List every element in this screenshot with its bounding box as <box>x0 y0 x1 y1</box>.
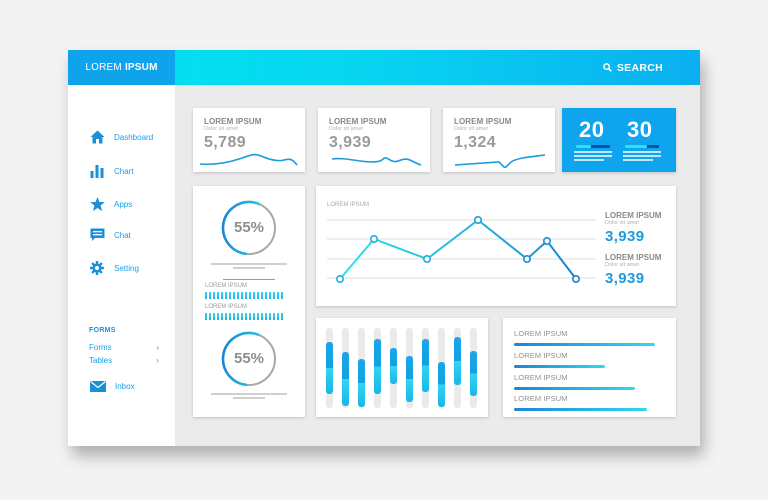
kpi-card-2[interactable]: LOREM IPSUM Dolor sit amet 3,939 <box>318 108 430 172</box>
horizontal-bars-panel: LOREM IPSUM LOREM IPSUM LOREM IPSUM LORE… <box>503 318 676 417</box>
sidebar-item-label: Setting <box>114 263 139 273</box>
ring-caption-top <box>211 263 287 271</box>
brand-bold: IPSUM <box>124 62 158 73</box>
progress-ring-panel: 55% LOREM IPSUM LOREM IPSUM 55% <box>193 186 305 417</box>
star-icon <box>89 196 105 212</box>
chevron-right-icon: › <box>156 356 159 365</box>
summary-blue-card[interactable]: 20 30 <box>562 108 676 172</box>
kpi-value: 5,789 <box>204 134 247 151</box>
sparkline <box>454 154 546 168</box>
top-bar: LOREM IPSUM SEARCH <box>68 50 700 85</box>
hbar-label-4: LOREM IPSUM <box>514 394 568 403</box>
left-progress-bar <box>576 145 610 148</box>
sidebar-item-inbox[interactable]: Inbox <box>89 378 135 394</box>
sidebar-item-label: Apps <box>114 199 133 209</box>
vertical-bar-chart <box>326 328 477 408</box>
kpi-title: LOREM IPSUM <box>204 117 262 126</box>
sidebar-item-apps[interactable]: Apps <box>89 196 132 212</box>
sparkline <box>199 153 298 166</box>
search-icon <box>603 63 612 72</box>
sidebar-item-chat[interactable]: Chat <box>89 227 131 243</box>
progress-ring-bottom <box>221 331 277 387</box>
chat-icon <box>89 227 105 243</box>
kpi-value: 1,324 <box>454 134 497 151</box>
line-chart-panel: LOREM IPSUM LOREM IPSUM Dolor sit amet 3… <box>316 186 676 306</box>
vertical-bars-panel <box>316 318 488 417</box>
right-progress-bar <box>625 145 659 148</box>
stat-value-2: 3,939 <box>605 270 645 287</box>
sidebar: Dashboard Chart Apps Chat Setting FORMS … <box>68 85 175 446</box>
search-label: SEARCH <box>616 61 663 74</box>
kpi-subtitle: Dolor sit amet <box>204 126 238 132</box>
sidebar-item-label: Chat <box>114 230 131 240</box>
stat-title-1: LOREM IPSUM <box>605 211 662 220</box>
sidebar-item-setting[interactable]: Setting <box>89 260 139 276</box>
subitem-label: Forms <box>89 343 112 352</box>
line-chart-title: LOREM IPSUM <box>327 202 370 208</box>
ring-percent-top: 55% <box>233 219 265 236</box>
tick-bar-1 <box>205 292 283 299</box>
kpi-subtitle: Dolor sit amet <box>329 126 363 132</box>
chevron-right-icon: › <box>156 343 159 352</box>
hbar-label-3: LOREM IPSUM <box>514 373 568 382</box>
sidebar-item-label: Chart <box>114 166 134 176</box>
stat-value-1: 3,939 <box>605 228 645 245</box>
left-caption-lines <box>574 151 612 163</box>
brand-light: LOREM <box>85 62 122 73</box>
sidebar-subitem-forms[interactable]: Forms › <box>89 343 159 352</box>
forms-section-title: FORMS <box>89 327 116 334</box>
progress-ring-top <box>221 200 277 256</box>
line-chart <box>327 215 596 284</box>
ring-percent-bottom: 55% <box>233 350 265 367</box>
bar-label-2: LOREM IPSUM <box>205 304 248 310</box>
kpi-title: LOREM IPSUM <box>454 117 512 126</box>
search-button[interactable]: SEARCH <box>603 50 663 85</box>
bar-chart-icon <box>89 163 105 179</box>
kpi-value: 3,939 <box>329 134 372 151</box>
sidebar-item-label: Dashboard <box>114 132 154 142</box>
bar-label-1: LOREM IPSUM <box>205 283 248 289</box>
kpi-title: LOREM IPSUM <box>329 117 387 126</box>
home-icon <box>89 129 105 145</box>
hbar-2 <box>514 365 605 368</box>
stat-title-2: LOREM IPSUM <box>605 253 662 262</box>
right-caption-lines <box>623 151 661 163</box>
kpi-card-1[interactable]: LOREM IPSUM Dolor sit amet 5,789 <box>193 108 305 172</box>
hbar-1 <box>514 343 655 346</box>
hbar-4 <box>514 408 647 411</box>
gear-icon <box>89 260 105 276</box>
sparkline <box>331 157 422 166</box>
left-big-number: 20 <box>579 117 605 142</box>
tick-bar-2 <box>205 313 283 320</box>
sidebar-item-chart[interactable]: Chart <box>89 163 134 179</box>
sidebar-item-dashboard[interactable]: Dashboard <box>89 129 153 145</box>
dashboard-window: LOREM IPSUM SEARCH Dashboard Chart Apps C… <box>68 50 700 446</box>
divider <box>223 279 275 280</box>
kpi-subtitle: Dolor sit amet <box>454 126 488 132</box>
hbar-label-2: LOREM IPSUM <box>514 351 568 360</box>
hbar-3 <box>514 387 635 390</box>
sidebar-item-label: Inbox <box>115 381 135 391</box>
sidebar-subitem-tables[interactable]: Tables › <box>89 356 159 365</box>
brand-logo[interactable]: LOREM IPSUM <box>68 50 175 85</box>
mail-icon <box>89 378 106 394</box>
subitem-label: Tables <box>89 356 113 365</box>
stat-subtitle-1: Dolor sit amet <box>605 220 639 226</box>
hbar-label-1: LOREM IPSUM <box>514 329 568 338</box>
right-big-number: 30 <box>627 117 653 142</box>
kpi-card-3[interactable]: LOREM IPSUM Dolor sit amet 1,324 <box>443 108 555 172</box>
stat-subtitle-2: Dolor sit amet <box>605 262 639 268</box>
ring-caption-bottom <box>211 393 287 401</box>
